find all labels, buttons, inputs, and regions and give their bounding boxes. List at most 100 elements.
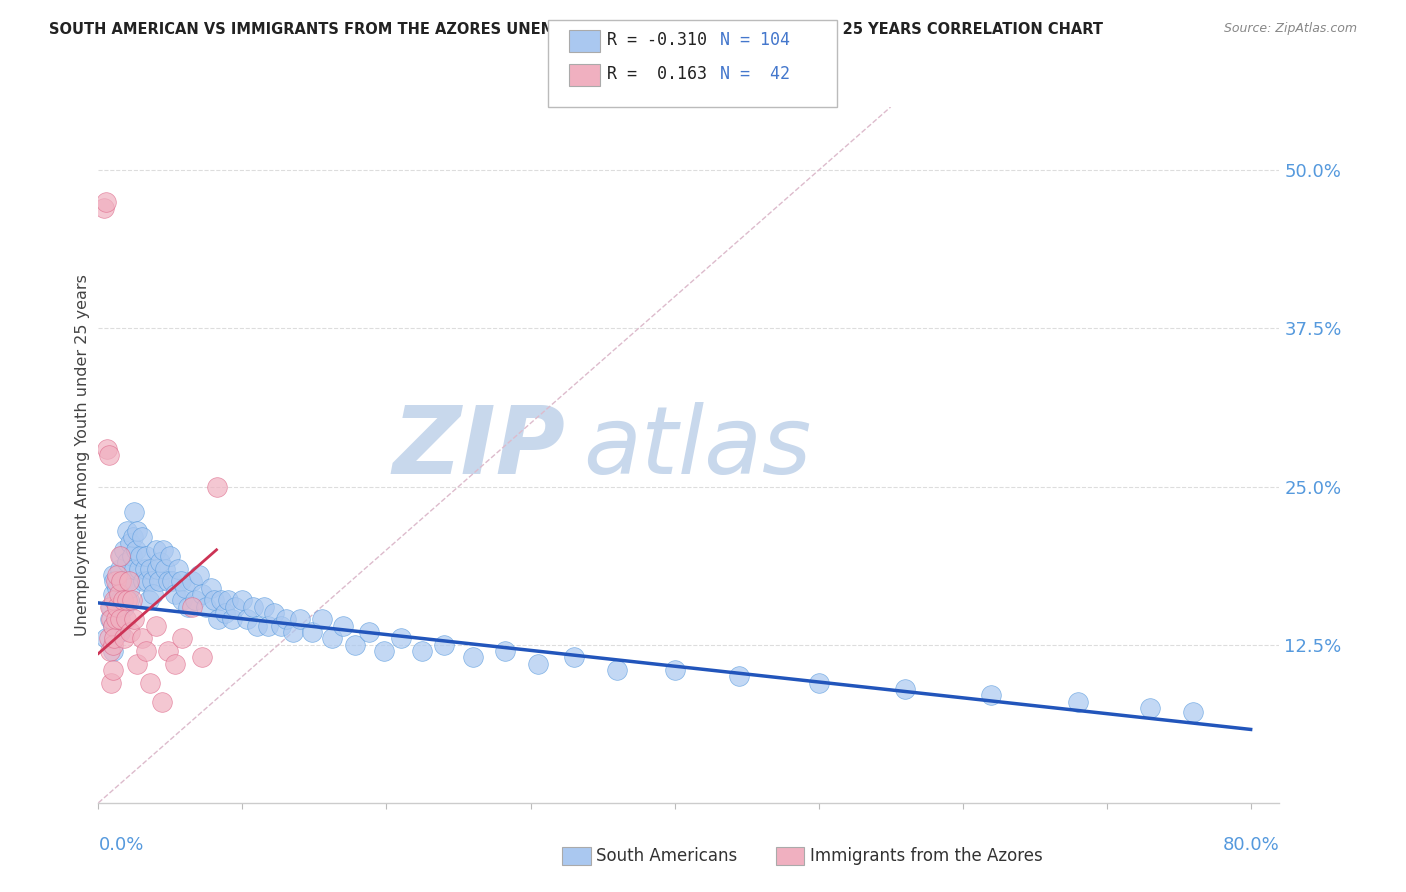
Point bbox=[112, 542, 135, 557]
Point bbox=[118, 574, 141, 589]
Point bbox=[159, 549, 181, 563]
Point bbox=[98, 612, 121, 626]
Point bbox=[131, 632, 153, 646]
Point bbox=[231, 593, 253, 607]
Point bbox=[343, 638, 366, 652]
Point bbox=[107, 587, 129, 601]
Point bbox=[181, 599, 204, 614]
Point bbox=[270, 618, 292, 632]
Point bbox=[110, 549, 132, 563]
Point bbox=[139, 562, 162, 576]
Point bbox=[104, 593, 127, 607]
Point bbox=[115, 556, 138, 570]
Point bbox=[110, 574, 132, 589]
Point bbox=[135, 549, 157, 563]
Point bbox=[105, 581, 128, 595]
Point bbox=[107, 599, 129, 614]
Point bbox=[150, 695, 173, 709]
Text: 0.0%: 0.0% bbox=[98, 836, 143, 855]
Text: Source: ZipAtlas.com: Source: ZipAtlas.com bbox=[1223, 22, 1357, 36]
Point bbox=[288, 612, 311, 626]
Point bbox=[121, 593, 143, 607]
Text: R = -0.310: R = -0.310 bbox=[607, 31, 707, 49]
Point bbox=[125, 542, 148, 557]
Text: SOUTH AMERICAN VS IMMIGRANTS FROM THE AZORES UNEMPLOYMENT AMONG YOUTH UNDER 25 Y: SOUTH AMERICAN VS IMMIGRANTS FROM THE AZ… bbox=[49, 22, 1104, 37]
Point bbox=[173, 581, 195, 595]
Point bbox=[115, 524, 138, 538]
Point bbox=[111, 593, 134, 607]
Point bbox=[526, 657, 548, 671]
Point bbox=[105, 568, 128, 582]
Point bbox=[411, 644, 433, 658]
Point bbox=[108, 625, 131, 640]
Point bbox=[202, 593, 225, 607]
Point bbox=[94, 632, 117, 646]
Point bbox=[141, 574, 163, 589]
Point bbox=[236, 612, 259, 626]
Point bbox=[664, 663, 686, 677]
Point bbox=[96, 442, 118, 456]
Point bbox=[100, 675, 122, 690]
Point bbox=[1182, 705, 1205, 719]
Point bbox=[191, 587, 214, 601]
Point bbox=[104, 574, 127, 589]
Point bbox=[433, 638, 456, 652]
Point bbox=[170, 593, 193, 607]
Point bbox=[114, 612, 136, 626]
Point bbox=[134, 562, 156, 576]
Point bbox=[205, 479, 228, 493]
Point bbox=[112, 599, 135, 614]
Point bbox=[135, 644, 157, 658]
Point bbox=[142, 587, 165, 601]
Text: R =  0.163: R = 0.163 bbox=[607, 65, 707, 83]
Point bbox=[461, 650, 484, 665]
Point bbox=[807, 675, 830, 690]
Point bbox=[153, 562, 176, 576]
Point bbox=[100, 612, 122, 626]
Point bbox=[253, 599, 276, 614]
Point bbox=[728, 669, 751, 683]
Point bbox=[101, 618, 124, 632]
Point bbox=[139, 675, 162, 690]
Point bbox=[169, 574, 191, 589]
Point bbox=[108, 562, 131, 576]
Point bbox=[124, 562, 146, 576]
Point bbox=[124, 612, 146, 626]
Point bbox=[100, 599, 122, 614]
Point bbox=[114, 574, 136, 589]
Point bbox=[246, 618, 269, 632]
Point bbox=[224, 599, 246, 614]
Point bbox=[160, 574, 183, 589]
Point bbox=[191, 650, 214, 665]
Point bbox=[200, 581, 222, 595]
Point bbox=[311, 612, 333, 626]
Point bbox=[606, 663, 628, 677]
Point bbox=[128, 562, 150, 576]
Point bbox=[101, 568, 124, 582]
Point bbox=[93, 201, 115, 215]
Text: ZIP: ZIP bbox=[392, 402, 565, 494]
Point bbox=[494, 644, 516, 658]
Point bbox=[145, 542, 167, 557]
Point bbox=[163, 587, 186, 601]
Point bbox=[152, 542, 174, 557]
Point bbox=[121, 549, 143, 563]
Point bbox=[127, 657, 149, 671]
Point bbox=[257, 618, 280, 632]
Text: N = 104: N = 104 bbox=[720, 31, 790, 49]
Point bbox=[209, 593, 232, 607]
Point bbox=[103, 593, 125, 607]
Point bbox=[127, 524, 149, 538]
Point bbox=[214, 606, 236, 620]
Point bbox=[101, 638, 124, 652]
Point bbox=[101, 618, 124, 632]
Point bbox=[97, 632, 120, 646]
Point bbox=[131, 530, 153, 544]
Point bbox=[177, 599, 200, 614]
Point bbox=[156, 644, 179, 658]
Point bbox=[207, 612, 229, 626]
Point bbox=[242, 599, 264, 614]
Point bbox=[103, 632, 125, 646]
Point bbox=[97, 448, 120, 462]
Point bbox=[217, 593, 239, 607]
